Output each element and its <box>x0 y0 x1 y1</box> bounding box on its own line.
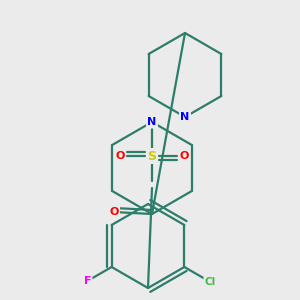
Text: O: O <box>109 207 119 217</box>
Text: N: N <box>180 112 190 122</box>
Text: S: S <box>148 149 157 163</box>
Text: Cl: Cl <box>205 277 216 287</box>
Text: N: N <box>147 117 157 127</box>
Text: O: O <box>179 151 189 161</box>
Text: O: O <box>115 151 125 161</box>
Text: F: F <box>84 276 91 286</box>
